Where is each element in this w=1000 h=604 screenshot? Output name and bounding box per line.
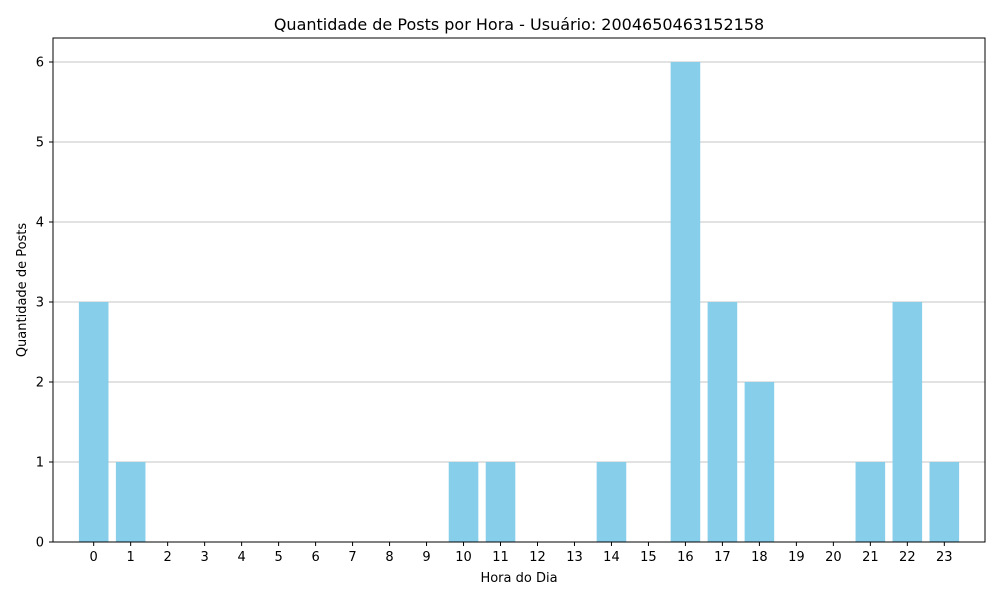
y-axis-label: Quantidade de Posts <box>15 223 30 358</box>
x-tick-label: 11 <box>492 550 509 565</box>
bar-hour-10 <box>448 462 479 542</box>
x-tick-label: 22 <box>899 550 916 565</box>
bar-hour-22 <box>892 302 923 542</box>
y-tick-label: 5 <box>36 136 44 151</box>
bar-hour-18 <box>744 382 775 542</box>
x-tick-label: 4 <box>237 550 245 565</box>
x-tick-label: 5 <box>274 550 282 565</box>
bar-hour-17 <box>707 302 738 542</box>
x-tick-label: 8 <box>385 550 393 565</box>
bar-hour-1 <box>115 462 146 542</box>
x-tick-label: 17 <box>714 550 731 565</box>
x-axis-label: Hora do Dia <box>480 571 557 586</box>
bar-hour-21 <box>855 462 886 542</box>
grid-lines <box>53 61 985 543</box>
bar-hour-23 <box>929 462 960 542</box>
x-tick-label: 3 <box>200 550 208 565</box>
x-tick-label: 14 <box>603 550 620 565</box>
y-tick-label: 4 <box>36 216 44 231</box>
bars <box>78 62 960 542</box>
x-tick-label: 16 <box>677 550 694 565</box>
x-tick-label: 20 <box>825 550 842 565</box>
x-tick-label: 19 <box>788 550 805 565</box>
x-tick-label: 10 <box>455 550 472 565</box>
bar-hour-16 <box>670 62 701 542</box>
x-tick-label: 9 <box>422 550 430 565</box>
x-tick-label: 0 <box>90 550 98 565</box>
chart-title: Quantidade de Posts por Hora - Usuário: … <box>274 15 764 34</box>
x-tick-label: 12 <box>529 550 546 565</box>
bar-hour-0 <box>78 302 109 542</box>
x-tick-label: 7 <box>348 550 356 565</box>
x-tick-label: 15 <box>640 550 657 565</box>
x-tick-label: 18 <box>751 550 768 565</box>
bar-hour-11 <box>485 462 516 542</box>
x-tick-label: 1 <box>127 550 135 565</box>
bar-hour-14 <box>596 462 627 542</box>
x-tick-label: 21 <box>862 550 879 565</box>
y-tick-label: 2 <box>36 376 44 391</box>
x-tick-label: 6 <box>311 550 319 565</box>
y-tick-label: 1 <box>36 456 44 471</box>
x-tick-label: 23 <box>936 550 953 565</box>
plot-frame <box>52 37 986 543</box>
y-tick-label: 6 <box>36 56 44 71</box>
y-tick-label: 3 <box>36 296 44 311</box>
x-tick-label: 2 <box>164 550 172 565</box>
y-tick-label: 0 <box>36 536 44 551</box>
x-tick-label: 13 <box>566 550 583 565</box>
